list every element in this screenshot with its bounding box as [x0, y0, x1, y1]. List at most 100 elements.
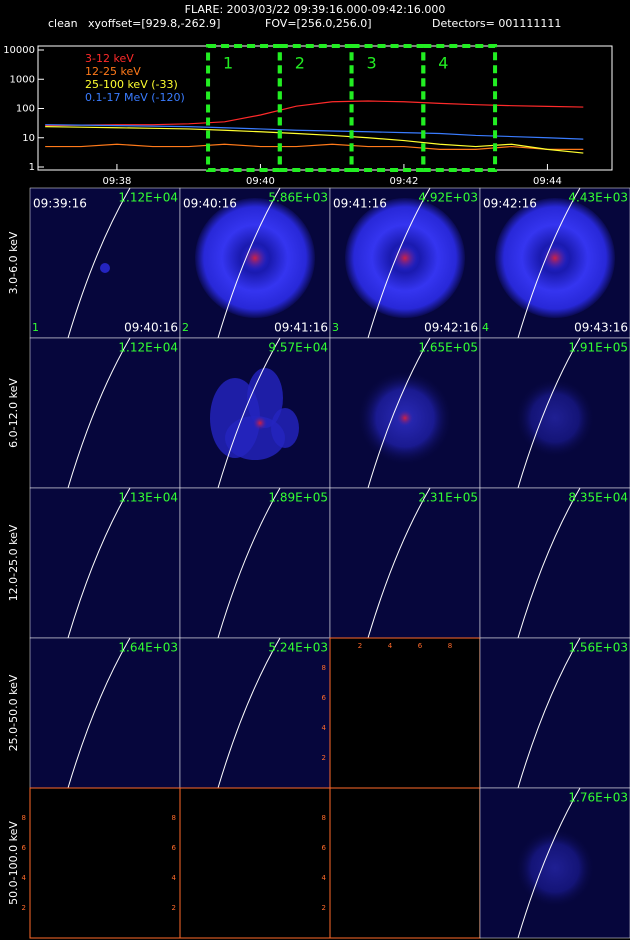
interval-index: 1 — [32, 321, 39, 334]
row-label: 50.0-100.0 keV — [7, 821, 20, 905]
interval-box — [206, 44, 282, 172]
panel-bg — [479, 487, 630, 639]
empty-tick-label: 8 — [22, 814, 26, 822]
peak-label: 8.35E+04 — [568, 491, 628, 505]
panel-bg — [29, 637, 181, 789]
panel-bg — [179, 487, 331, 639]
peak-label: 1.65E+05 — [418, 341, 478, 355]
image-cell: 1.12E+04 09:39:16 09:40:16 1 — [29, 187, 181, 339]
peak-label: 1.13E+04 — [118, 491, 178, 505]
start-time: 09:40:16 — [183, 197, 237, 211]
solar-limb — [517, 487, 581, 639]
image-grid: 3.0-6.0 keV 1.12E+04 09:39:16 09:40:16 1 5.86… — [7, 187, 630, 939]
image-cell: 4.92E+03 09:41:16 09:42:16 3 — [329, 187, 481, 339]
solar-limb — [217, 637, 281, 789]
image-cell: 1.91E+05 — [479, 337, 630, 489]
solar-limb — [67, 637, 131, 789]
image-cell: 2 4 6 8 — [172, 787, 331, 939]
image-cell: 1.65E+05 — [329, 337, 481, 489]
source-blob — [271, 408, 299, 448]
empty-tick-label: 2 — [322, 754, 326, 762]
legend-entry: 3-12 keV — [85, 52, 134, 65]
interval-label: 2 — [295, 54, 305, 73]
source-faint — [515, 828, 595, 908]
panel-bg — [29, 337, 181, 489]
empty-tick-label: 4 — [22, 874, 27, 882]
image-cell: 2 4 6 8 — [22, 787, 181, 939]
empty-tick-label: 4 — [322, 874, 327, 882]
solar-limb — [67, 187, 131, 339]
empty-tick-label: 8 — [322, 664, 326, 672]
source-blob — [247, 368, 283, 428]
interval-index: 4 — [482, 321, 489, 334]
interval-index: 3 — [332, 321, 339, 334]
solar-limb — [517, 337, 581, 489]
x-tick-label: 09:42 — [390, 176, 419, 187]
solar-limb — [517, 637, 581, 789]
legend-entry: 0.1-17 MeV (-120) — [85, 91, 185, 104]
start-time: 09:41:16 — [333, 197, 387, 211]
y-tick-label: 10 — [22, 133, 35, 144]
source-core — [243, 246, 267, 270]
solar-limb — [517, 187, 581, 339]
empty-tick-label: 6 — [22, 844, 27, 852]
panel-bg — [179, 637, 331, 789]
interval-box — [349, 44, 426, 172]
image-cell: 1.76E+03 — [479, 787, 630, 939]
legend-entry: 12-25 keV — [85, 65, 141, 78]
title: FLARE: 2003/03/22 09:39:16.000-09:42:16.… — [185, 3, 446, 16]
image-cell: 1.89E+05 — [179, 487, 331, 639]
peak-label: 1.56E+03 — [568, 641, 628, 655]
image-cell: 5.24E+03 — [179, 637, 331, 789]
row-label: 25.0-50.0 keV — [7, 674, 20, 751]
solar-limb — [367, 187, 431, 339]
y-tick-label: 10000 — [3, 45, 35, 56]
series-line — [45, 100, 584, 127]
fov: FOV=[256.0,256.0] — [265, 17, 372, 30]
image-cell: 9.57E+04 — [179, 337, 331, 489]
empty-tick-label: 2 — [22, 904, 26, 912]
solar-limb — [367, 487, 431, 639]
peak-label: 1.12E+04 — [118, 191, 178, 205]
peak-label: 1.64E+03 — [118, 641, 178, 655]
solar-limb — [67, 487, 131, 639]
panel-bg — [479, 637, 630, 789]
peak-label: 5.24E+03 — [268, 641, 328, 655]
empty-tick-label: 6 — [172, 844, 177, 852]
x-tick-label: 09:44 — [533, 176, 562, 187]
xyoffset: xyoffset=[929.8,-262.9] — [88, 17, 220, 30]
empty-tick-label: 4 — [388, 642, 393, 650]
image-cell: 2 2 4 4 6 6 8 8 — [322, 637, 481, 789]
source-faint — [515, 378, 595, 458]
end-time: 09:41:16 — [274, 321, 328, 335]
empty-tick-label: 4 — [172, 874, 177, 882]
interval-label: 1 — [223, 54, 233, 73]
image-cell: 1.13E+04 — [29, 487, 181, 639]
empty-tick-label: 8 — [322, 814, 326, 822]
peak-label: 1.76E+03 — [568, 791, 628, 805]
x-tick-label: 09:40 — [246, 176, 275, 187]
empty-tick-label: 8 — [172, 814, 176, 822]
peak-label: 5.86E+03 — [268, 191, 328, 205]
method: clean — [48, 17, 78, 30]
y-tick-label: 1 — [29, 162, 35, 173]
empty-panel — [179, 787, 331, 939]
source-core — [393, 246, 417, 270]
end-time: 09:42:16 — [424, 321, 478, 335]
y-tick-label: 100 — [16, 104, 35, 115]
image-cell: 4.43E+03 09:42:16 09:43:16 4 — [479, 187, 630, 339]
interval-label: 4 — [438, 54, 448, 73]
source-core — [397, 410, 413, 426]
empty-tick-label: 6 — [322, 694, 327, 702]
source-dot — [100, 263, 110, 273]
source-core — [543, 246, 567, 270]
peak-label: 1.89E+05 — [268, 491, 328, 505]
empty-tick-label: 2 — [322, 904, 326, 912]
y-tick-label: 1000 — [10, 74, 35, 85]
solar-limb — [367, 337, 431, 489]
panel-bg — [29, 487, 181, 639]
empty-tick-label: 8 — [448, 642, 452, 650]
row-label: 3.0-6.0 keV — [7, 231, 20, 294]
end-time: 09:43:16 — [574, 321, 628, 335]
source-core — [253, 416, 267, 430]
